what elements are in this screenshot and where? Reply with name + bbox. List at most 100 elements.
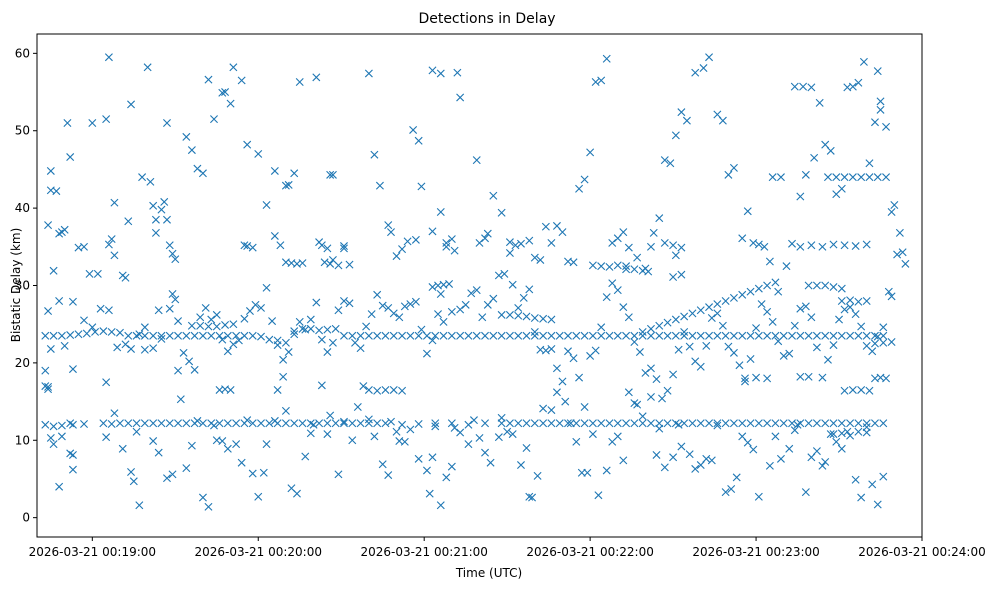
detection-point	[801, 488, 810, 497]
detection-point	[555, 419, 564, 428]
detection-point	[505, 419, 514, 428]
detection-point	[790, 321, 799, 330]
detection-point	[862, 240, 871, 249]
detection-point	[406, 425, 415, 434]
detection-point	[696, 331, 705, 340]
detection-point	[434, 310, 443, 319]
detection-point	[398, 420, 407, 429]
detection-point	[232, 419, 241, 428]
detection-point	[591, 77, 600, 86]
detection-point	[270, 416, 279, 425]
detection-point	[539, 419, 548, 428]
detection-point	[674, 345, 683, 354]
detection-point	[221, 88, 230, 97]
detection-point	[115, 328, 124, 337]
detection-point	[738, 331, 747, 340]
detection-point	[539, 404, 548, 413]
detection-point	[790, 426, 799, 435]
detection-point	[475, 433, 484, 442]
detection-point	[268, 317, 277, 326]
detection-point	[837, 284, 846, 293]
detection-point	[771, 278, 780, 287]
detection-point	[633, 400, 642, 409]
detection-point	[588, 419, 597, 428]
detection-point	[237, 76, 246, 85]
detection-point	[804, 419, 813, 428]
detection-point	[566, 419, 575, 428]
detection-point	[837, 331, 846, 340]
detection-point	[663, 318, 672, 327]
detection-point	[204, 502, 213, 511]
detection-point	[671, 251, 680, 260]
detection-point	[57, 331, 66, 340]
detection-point	[652, 450, 661, 459]
detection-point	[821, 281, 830, 290]
detection-point	[259, 468, 268, 477]
detection-point	[370, 150, 379, 159]
detection-point	[464, 331, 473, 340]
detection-point	[743, 207, 752, 216]
detection-point	[414, 331, 423, 340]
detection-point	[422, 466, 431, 475]
detection-point	[478, 313, 487, 322]
detection-point	[788, 239, 797, 248]
detection-point	[608, 279, 617, 288]
detection-point	[677, 108, 686, 117]
detection-point	[721, 419, 730, 428]
detection-point	[583, 468, 592, 477]
detection-point	[60, 225, 69, 234]
detection-point	[212, 322, 221, 331]
detection-point	[400, 302, 409, 311]
detection-point	[387, 417, 395, 426]
detection-point	[472, 286, 481, 295]
detection-point	[472, 331, 481, 340]
detection-point	[417, 325, 426, 334]
detection-point	[837, 429, 846, 438]
detection-point	[445, 279, 454, 288]
detection-point	[624, 243, 633, 252]
detection-point	[149, 344, 158, 353]
detection-point	[873, 67, 882, 76]
detection-point	[530, 419, 539, 428]
detection-point	[763, 331, 772, 340]
detection-point	[149, 437, 158, 446]
detection-point	[564, 347, 572, 356]
detection-point	[315, 419, 324, 428]
detection-point	[135, 330, 144, 339]
detection-point	[447, 462, 456, 471]
detection-point	[876, 97, 885, 106]
detection-point	[776, 173, 785, 182]
detection-point	[198, 419, 207, 428]
detection-point	[605, 331, 614, 340]
detection-point	[699, 64, 708, 73]
detection-point	[630, 331, 639, 340]
detection-point	[165, 304, 174, 313]
detection-point	[514, 303, 523, 312]
detection-point	[414, 454, 423, 463]
detection-point	[157, 331, 166, 340]
detection-point	[140, 419, 149, 428]
detection-point	[290, 419, 299, 428]
detection-point	[118, 444, 127, 453]
detection-point	[779, 419, 788, 428]
detection-point	[846, 303, 855, 312]
detection-point	[608, 238, 617, 247]
detection-point	[226, 99, 235, 108]
detection-point	[669, 241, 678, 250]
detection-point	[428, 283, 437, 292]
x-tick-label: 2026-03-21 00:23:00	[692, 545, 819, 559]
detection-point	[854, 297, 863, 306]
detection-point	[182, 419, 191, 428]
detection-point	[674, 420, 683, 429]
detection-point	[613, 286, 622, 295]
detection-point	[447, 331, 456, 340]
detection-point	[80, 316, 89, 325]
detection-point	[99, 419, 108, 428]
detection-point	[85, 269, 94, 278]
detection-point	[331, 324, 340, 333]
detection-point	[364, 331, 373, 340]
detection-point	[41, 420, 50, 429]
detection-point	[68, 365, 77, 374]
detection-point	[865, 159, 874, 168]
